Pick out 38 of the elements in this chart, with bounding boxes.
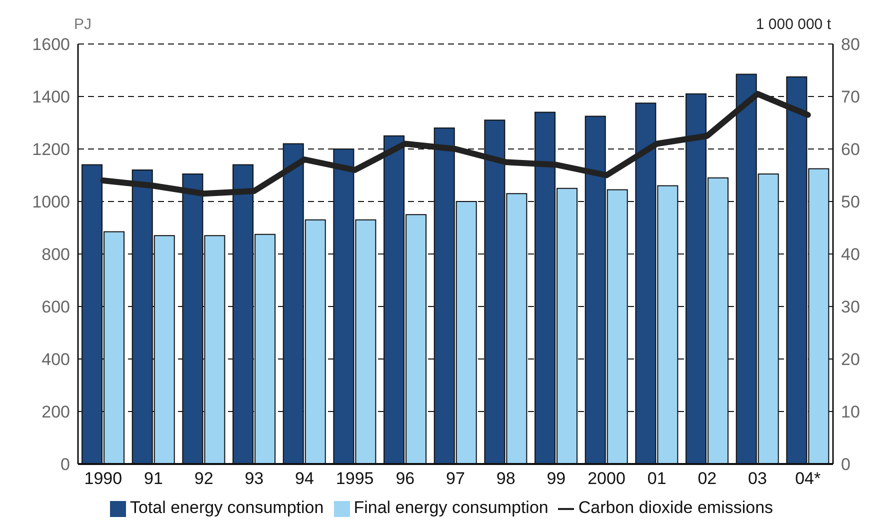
y2-tick-label: 20 (841, 350, 860, 370)
x-tick-label: 94 (295, 469, 314, 488)
x-tick-label: 03 (748, 469, 767, 488)
y2-tick-label: 40 (841, 245, 860, 264)
y2-tick-label: 70 (841, 88, 860, 107)
x-tick-label: 2000 (588, 469, 626, 488)
x-tick-label: 1995 (336, 469, 374, 488)
y2-tick-label: 0 (841, 455, 850, 474)
y2-tick-label: 10 (841, 402, 860, 422)
y2-tick-label: 80 (841, 35, 860, 54)
x-tick-label: 92 (194, 469, 214, 488)
y-tick-label: 600 (42, 298, 70, 317)
y-tick-label: 400 (42, 350, 70, 370)
x-tick-label: 99 (546, 469, 566, 488)
y-tick-label: 1200 (32, 140, 70, 160)
x-tick-label: 01 (647, 469, 666, 488)
y2-tick-label: 60 (841, 140, 860, 160)
y-axis-title: PJ (74, 16, 92, 33)
x-tick-label: 97 (446, 469, 465, 488)
x-tick-label: 98 (496, 469, 516, 488)
y2-tick-label: 30 (841, 298, 860, 317)
x-tick-label: 93 (244, 469, 264, 488)
y-tick-label: 800 (42, 245, 70, 264)
y-tick-label: 1400 (32, 88, 70, 107)
y-tick-label: 200 (42, 402, 70, 422)
y-tick-label: 1600 (32, 35, 70, 54)
y-tick-label: 0 (60, 455, 70, 474)
x-tick-label: 96 (396, 469, 415, 488)
x-tick-label: 91 (144, 469, 163, 488)
y2-axis-title: 1 000 000 t (756, 16, 831, 33)
x-tick-label: 04* (795, 469, 821, 488)
legend-label: Final energy consumption (354, 498, 548, 517)
y-tick-label: 1000 (32, 192, 70, 212)
x-tick-label: 1990 (84, 469, 122, 488)
x-tick-label: 02 (698, 469, 717, 488)
legend-label: Total energy consumption (130, 498, 324, 517)
legend-label: Carbon dioxide emissions (578, 498, 774, 517)
y2-tick-label: 50 (841, 192, 860, 212)
